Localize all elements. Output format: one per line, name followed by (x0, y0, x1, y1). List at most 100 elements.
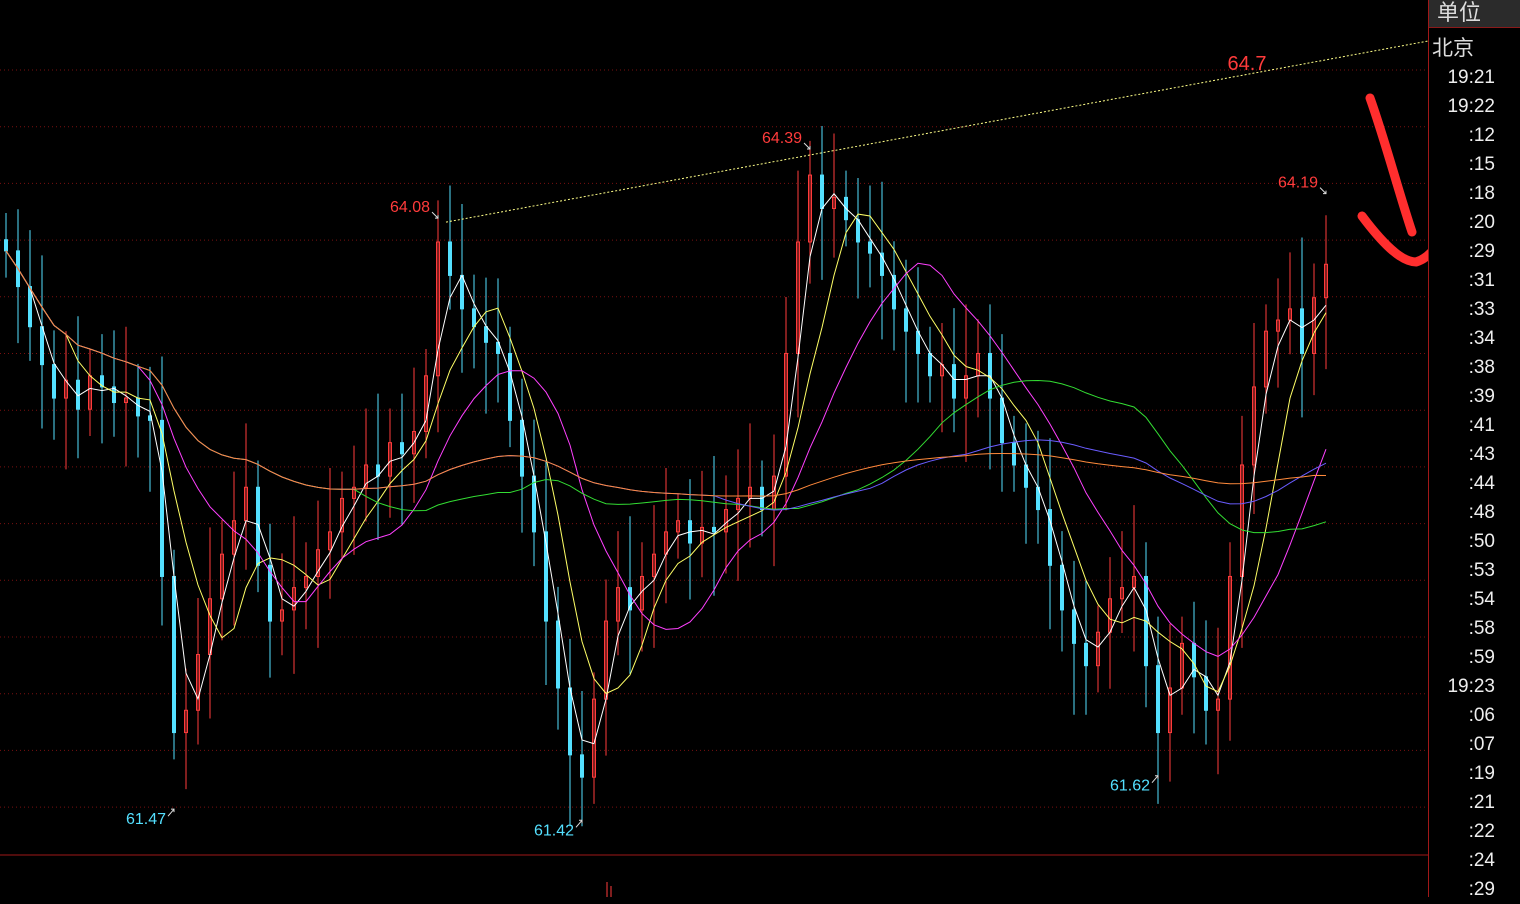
candle (52, 364, 56, 399)
candle (388, 442, 392, 477)
candle (520, 419, 524, 477)
candle (952, 364, 956, 399)
candle (556, 620, 560, 689)
candle (1168, 687, 1172, 734)
ma240-line (5, 250, 1327, 497)
city-label: 北京 (1432, 37, 1474, 60)
candle (508, 352, 512, 421)
candle (400, 442, 404, 455)
time-entry: :07 (1468, 734, 1495, 755)
candle (544, 531, 548, 622)
price-pointer-icon (167, 808, 175, 817)
candle (304, 575, 308, 589)
time-entry: :33 (1468, 299, 1495, 320)
time-entry: :53 (1468, 560, 1495, 581)
candle (268, 564, 272, 622)
ma20-line (5, 250, 1327, 657)
time-entry: :20 (1468, 212, 1495, 233)
candle (1252, 386, 1256, 466)
time-entry: :38 (1468, 357, 1495, 378)
time-sales-panel: 单位 北京 19:21 19:22:12:15:18:20:29:31:33:34… (1428, 0, 1520, 900)
annotations: 61.47 64.08 61.42 64.39 61.62 64.19 (126, 130, 1327, 839)
candle (484, 326, 488, 343)
candle (1000, 397, 1004, 444)
price-label-high: 64.08 (390, 199, 430, 216)
candle (172, 575, 176, 734)
trendline (445, 40, 1428, 223)
candle (220, 553, 224, 600)
candle (328, 531, 332, 551)
time-entry: :22 (1468, 821, 1495, 842)
time-entry: 19:22 (1447, 96, 1495, 117)
price-label-high: 64.39 (762, 130, 802, 147)
candle (928, 352, 932, 377)
candle (964, 375, 968, 399)
price-pointer-icon (575, 819, 583, 828)
candle (292, 587, 296, 611)
time-entry: :24 (1468, 850, 1495, 871)
candle (40, 326, 44, 366)
price-label-high: 64.19 (1278, 175, 1318, 192)
hand-drawn-arrow-annotation (1357, 93, 1428, 267)
candle (316, 549, 320, 577)
candle (436, 241, 440, 377)
candle (256, 486, 260, 566)
candle (832, 196, 836, 210)
candle (1096, 631, 1100, 667)
time-entry: 19:21 (1447, 67, 1495, 88)
price-label-low: 61.47 (126, 811, 166, 828)
candle (1084, 642, 1088, 667)
price-pointer-icon (1151, 775, 1159, 784)
candle (1120, 587, 1124, 600)
candle (1156, 665, 1160, 734)
candle (1060, 564, 1064, 611)
candle (856, 219, 860, 243)
time-entry: :34 (1468, 328, 1495, 349)
time-entry: :43 (1468, 444, 1495, 465)
time-entry: :15 (1468, 154, 1495, 175)
candle (676, 520, 680, 533)
candle (724, 509, 728, 533)
candle (424, 375, 428, 433)
price-label-low: 61.42 (534, 822, 574, 839)
candle (112, 386, 116, 404)
trendline-target-label: 64.7 (1228, 53, 1267, 75)
candle (412, 431, 416, 455)
time-entry: :44 (1468, 473, 1495, 494)
candle (784, 352, 788, 477)
candle (880, 252, 884, 276)
candle (1276, 319, 1280, 332)
time-entry: :50 (1468, 531, 1495, 552)
time-list[interactable]: 19:21 19:22:12:15:18:20:29:31:33:34:38:39… (1429, 63, 1520, 904)
candle (652, 553, 656, 577)
price-chart[interactable]: 61.47 64.08 61.42 64.39 61.62 64.19 64.7 (0, 0, 1428, 897)
candle (568, 687, 572, 756)
candle (820, 174, 824, 210)
time-entry: :59 (1468, 647, 1495, 668)
price-pointer-icon (1319, 187, 1327, 195)
candles (4, 126, 1328, 827)
candle (904, 308, 908, 332)
candle (232, 520, 236, 555)
candle (124, 397, 128, 404)
moving-averages (5, 192, 1327, 745)
candle (1204, 676, 1208, 711)
volume-bars (606, 882, 612, 897)
time-entry: :31 (1468, 270, 1495, 291)
time-entry: :12 (1468, 125, 1495, 146)
price-pointer-icon (803, 142, 811, 150)
candle (448, 241, 452, 276)
ma5-line (5, 192, 1327, 745)
candle (712, 526, 716, 533)
time-entry: :39 (1468, 386, 1495, 407)
candle (184, 709, 188, 734)
grid (0, 69, 1428, 808)
unit-header: 单位 (1429, 0, 1520, 28)
candle (1024, 464, 1028, 488)
candle (868, 241, 872, 254)
candle (1324, 263, 1328, 299)
candle (352, 486, 356, 499)
resistance-trendline (445, 40, 1428, 223)
time-entry: :29 (1468, 241, 1495, 262)
candle (460, 274, 464, 310)
